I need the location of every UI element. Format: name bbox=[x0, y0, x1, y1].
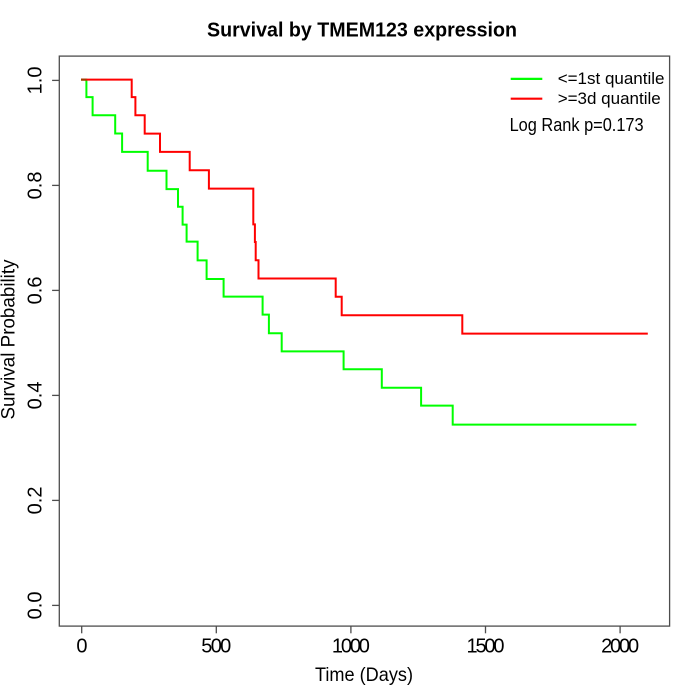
svg-text:0.8: 0.8 bbox=[25, 171, 47, 199]
svg-text:0.2: 0.2 bbox=[25, 486, 47, 514]
svg-text:<=1st quantile: <=1st quantile bbox=[558, 69, 665, 88]
svg-text:Survival Probability: Survival Probability bbox=[0, 259, 20, 419]
svg-text:0.0: 0.0 bbox=[25, 591, 47, 619]
svg-text:1000: 1000 bbox=[332, 635, 370, 657]
svg-text:1.0: 1.0 bbox=[25, 66, 47, 94]
svg-text:1500: 1500 bbox=[467, 635, 505, 657]
svg-text:Log Rank p=0.173: Log Rank p=0.173 bbox=[510, 115, 644, 135]
svg-text:Time (Days): Time (Days) bbox=[315, 664, 413, 686]
svg-text:0: 0 bbox=[76, 635, 87, 657]
svg-text:0.4: 0.4 bbox=[25, 381, 47, 409]
svg-text:500: 500 bbox=[201, 635, 231, 657]
svg-text:Survival by TMEM123 expression: Survival by TMEM123 expression bbox=[207, 19, 517, 42]
svg-text:>=3d quantile: >=3d quantile bbox=[558, 89, 661, 108]
svg-text:2000: 2000 bbox=[601, 635, 639, 657]
svg-text:0.6: 0.6 bbox=[25, 276, 47, 304]
